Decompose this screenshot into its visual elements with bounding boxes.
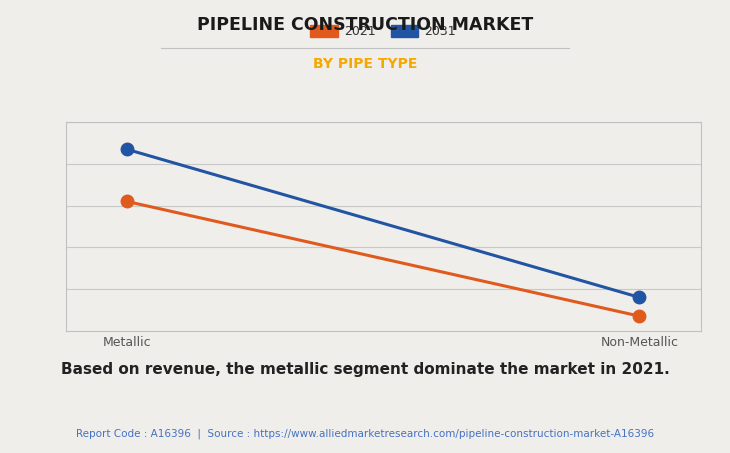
Text: Report Code : A16396  |  Source : https://www.alliedmarketresearch.com/pipeline-: Report Code : A16396 | Source : https://…: [76, 428, 654, 439]
Legend: 2021, 2031: 2021, 2031: [305, 20, 461, 43]
Text: PIPELINE CONSTRUCTION MARKET: PIPELINE CONSTRUCTION MARKET: [197, 16, 533, 34]
Text: BY PIPE TYPE: BY PIPE TYPE: [313, 57, 417, 71]
Text: Based on revenue, the metallic segment dominate the market in 2021.: Based on revenue, the metallic segment d…: [61, 362, 669, 377]
